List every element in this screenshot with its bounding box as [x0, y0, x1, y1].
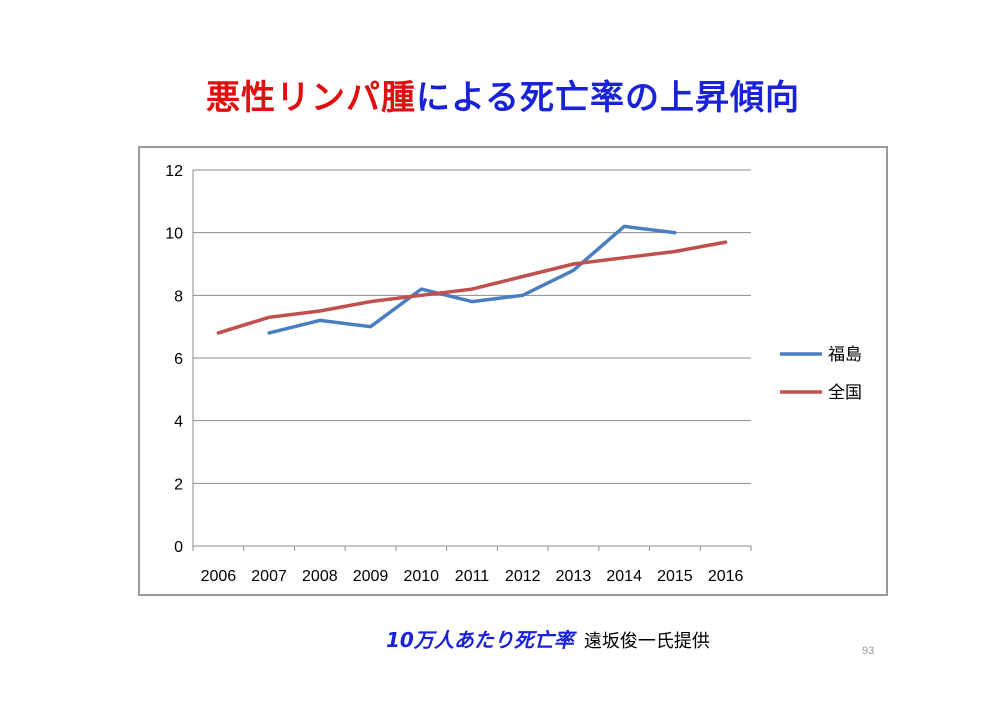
series-line-2: [216, 240, 728, 335]
x-tick-label: 2014: [606, 568, 642, 585]
x-tick-label: 2006: [201, 568, 237, 585]
x-tick-label: 2012: [505, 568, 541, 585]
legend-label: 全国: [828, 383, 862, 403]
y-tick-label: 6: [174, 351, 183, 368]
page-title: 悪性リンパ腫による死亡率の上昇傾向: [0, 70, 1006, 119]
y-tick-label: 0: [174, 539, 183, 556]
x-tick-label: 2009: [353, 568, 389, 585]
y-tick-label: 8: [174, 288, 183, 305]
caption: 10万人あたり死亡率 遠坂俊一氏提供: [386, 624, 710, 653]
legend-label: 福島: [828, 345, 862, 365]
y-tick-label: 12: [165, 163, 183, 180]
page-number: 93: [862, 645, 875, 657]
chart-frame: 0 2 4 6 8 10 12 2006 2007 2008 2009 2010 2011 2012 201…: [138, 146, 888, 596]
caption-credit: 遠坂俊一氏提供: [583, 631, 710, 652]
x-tick-label: 2016: [708, 568, 744, 585]
y-tick-label: 4: [174, 414, 183, 431]
series-line-1: [267, 224, 677, 335]
line-chart: 0 2 4 6 8 10 12 2006 2007 2008 2009 2010 2011 2012 201…: [165, 163, 862, 585]
x-tick-label: 2008: [302, 568, 338, 585]
y-tick-label: 2: [174, 476, 183, 493]
y-tick-label: 10: [165, 226, 183, 243]
x-tick-label: 2010: [403, 568, 439, 585]
x-tick-label: 2007: [251, 568, 287, 585]
x-tick-label: 2015: [657, 568, 693, 585]
title-blue-part: による死亡率の上昇傾向: [416, 78, 800, 118]
x-tick-label: 2013: [556, 568, 592, 585]
x-tick-label: 2011: [455, 568, 490, 585]
title-red-part: 悪性リンパ腫: [206, 78, 416, 118]
caption-emphasis: 10万人あたり死亡率: [386, 628, 574, 652]
